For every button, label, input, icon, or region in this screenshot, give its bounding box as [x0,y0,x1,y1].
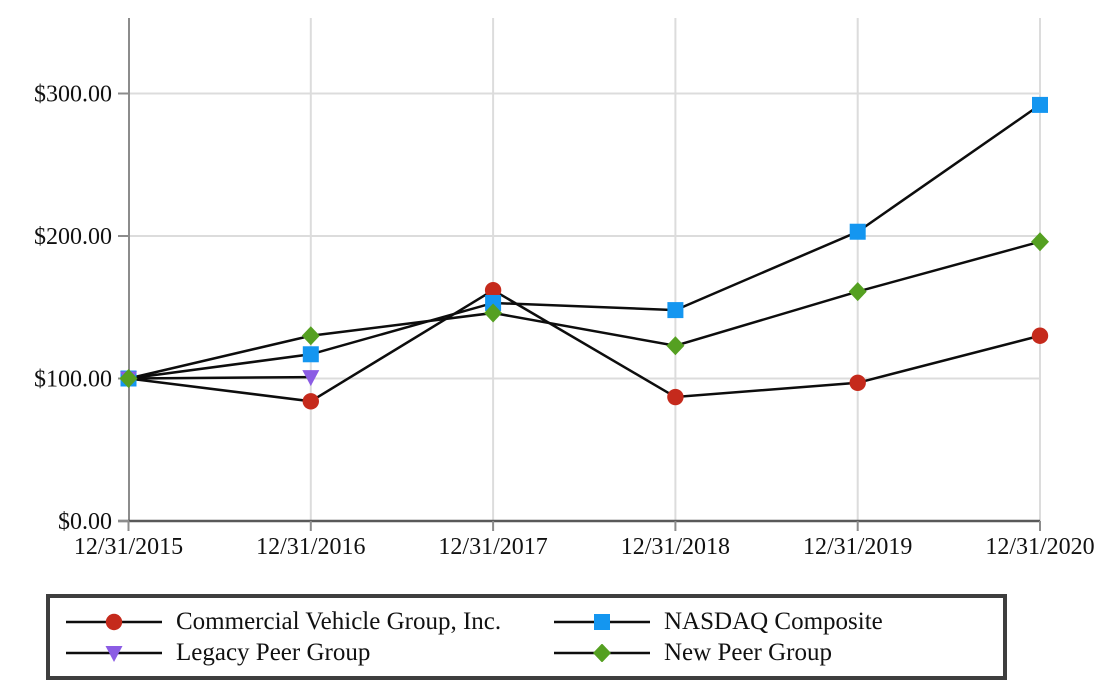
svg-text:$300.00: $300.00 [34,82,112,108]
legend-item-legacy-peer: Legacy Peer Group [64,637,552,668]
legend-item-nasdaq: NASDAQ Composite [552,606,1003,637]
legend-marker-triangle-icon [66,645,162,662]
legend-label: NASDAQ Composite [664,608,883,635]
svg-text:12/31/2020: 12/31/2020 [985,534,1094,560]
svg-text:12/31/2018: 12/31/2018 [621,534,730,560]
svg-text:$100.00: $100.00 [34,367,112,393]
svg-text:$200.00: $200.00 [34,224,112,250]
legend-label: Commercial Vehicle Group, Inc. [176,608,502,635]
plot-area: $0.00 $100.00 $200.00 $300.00 12/31/2015 12/3… [34,18,1095,560]
chart-legend: Commercial Vehicle Group, Inc. NASDAQ Co… [46,594,1007,680]
legend-label: New Peer Group [664,639,833,666]
legend-marker-circle-icon [66,613,162,630]
legend-label: Legacy Peer Group [176,639,371,666]
svg-text:12/31/2019: 12/31/2019 [803,534,912,560]
legend-item-cvg: Commercial Vehicle Group, Inc. [64,606,552,637]
svg-text:12/31/2016: 12/31/2016 [256,534,365,560]
svg-text:12/31/2015: 12/31/2015 [74,534,183,560]
legend-marker-diamond-icon [554,643,650,662]
svg-text:$0.00: $0.00 [58,509,112,535]
legend-item-new-peer: New Peer Group [552,637,1003,668]
svg-text:12/31/2017: 12/31/2017 [438,534,547,560]
legend-marker-square-icon [554,613,650,630]
